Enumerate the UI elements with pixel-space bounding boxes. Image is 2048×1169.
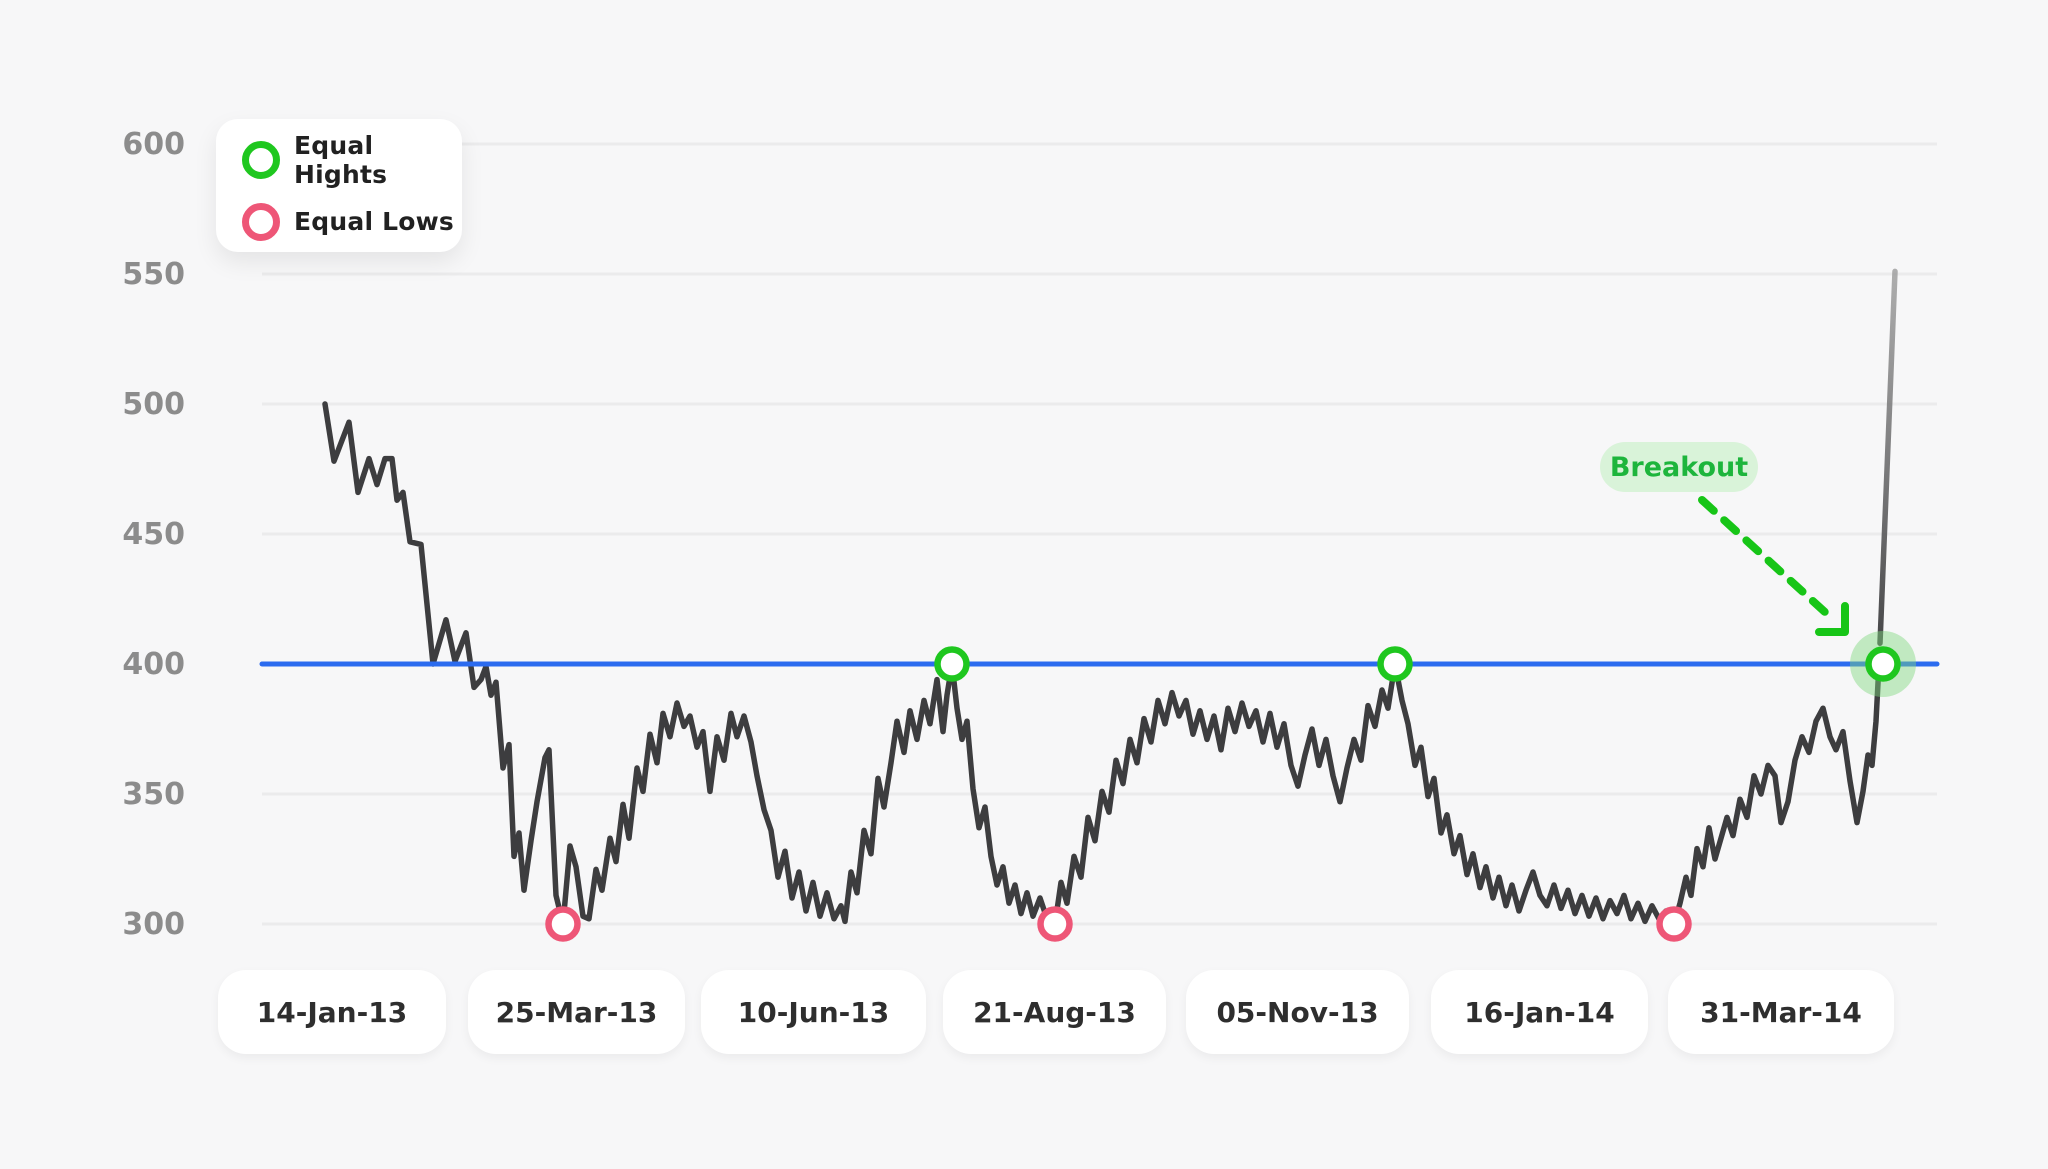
y-axis-tick-label: 400	[122, 647, 185, 682]
equal-high-marker	[1377, 646, 1413, 682]
breakout-badge: Breakout	[1600, 442, 1758, 492]
legend: Equal Hights Equal Lows	[216, 119, 462, 252]
equal-high-marker	[934, 646, 970, 682]
x-axis-date-pill: 21-Aug-13	[943, 970, 1166, 1054]
y-axis-tick-label: 550	[122, 257, 185, 292]
breakout-spike-line	[1877, 268, 1898, 646]
x-axis-date-pill: 10-Jun-13	[701, 970, 926, 1054]
x-axis-date-pill: 14-Jan-13	[218, 970, 446, 1054]
legend-item-equal-highs: Equal Hights	[242, 131, 462, 189]
x-axis-date-pill: 16-Jan-14	[1431, 970, 1648, 1054]
y-axis-tick-label: 300	[122, 907, 185, 942]
price-line	[322, 401, 1882, 927]
x-axis-date-pill: 05-Nov-13	[1186, 970, 1409, 1054]
equal-lows-ring-icon	[242, 202, 280, 241]
legend-label-equal-lows: Equal Lows	[294, 207, 454, 236]
equal-high-low-markers	[545, 646, 1901, 942]
x-axis-date-pill: 31-Mar-14	[1668, 970, 1894, 1054]
y-axis-tick-label: 450	[122, 517, 185, 552]
equal-low-marker	[545, 906, 581, 942]
y-axis-labels: 600 550 500 450 400 350 300	[122, 127, 185, 942]
y-axis-tick-label: 350	[122, 777, 185, 812]
legend-item-equal-lows: Equal Lows	[242, 202, 462, 241]
equal-low-marker	[1656, 906, 1692, 942]
equal-highs-ring-icon	[242, 140, 280, 179]
legend-label-equal-highs: Equal Hights	[294, 130, 388, 189]
y-axis-tick-label: 500	[122, 387, 185, 422]
x-axis-date-pill: 25-Mar-13	[468, 970, 685, 1054]
y-axis-tick-label: 600	[122, 127, 185, 162]
equal-high-marker	[1865, 646, 1901, 682]
equal-low-marker	[1037, 906, 1073, 942]
breakout-arrow	[1698, 496, 1849, 636]
